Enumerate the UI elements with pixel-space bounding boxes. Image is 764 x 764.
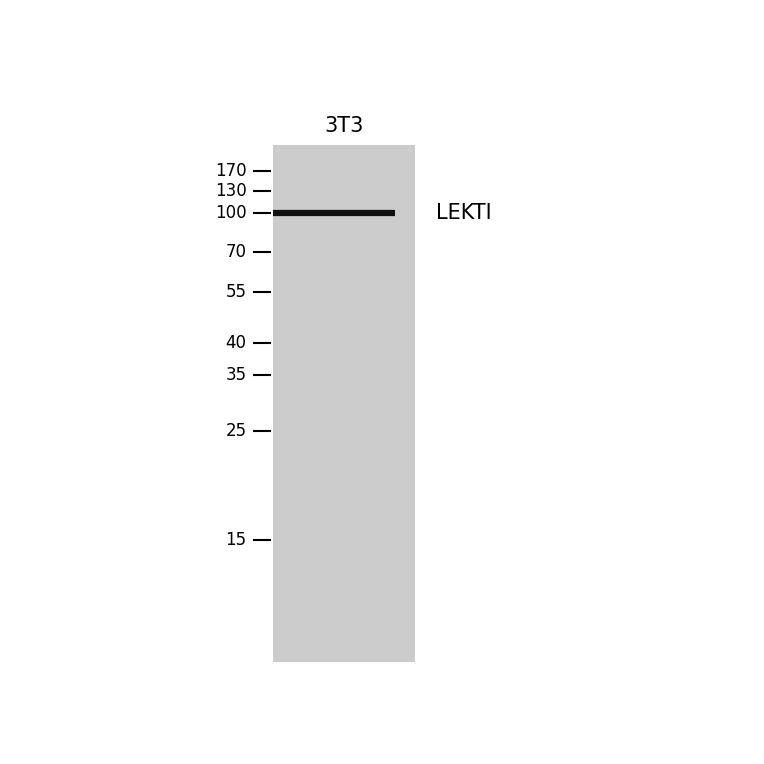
Text: 55: 55 [225,283,247,301]
Text: 70: 70 [225,243,247,261]
Bar [274,144,416,662]
Text: 130: 130 [215,182,247,199]
Text: 15: 15 [225,531,247,549]
Text: 100: 100 [215,205,247,222]
Text: LEKTI: LEKTI [436,203,491,223]
Text: 3T3: 3T3 [325,116,364,136]
Text: 25: 25 [225,422,247,440]
Text: 170: 170 [215,162,247,180]
Text: 35: 35 [225,366,247,384]
Text: 40: 40 [225,334,247,352]
